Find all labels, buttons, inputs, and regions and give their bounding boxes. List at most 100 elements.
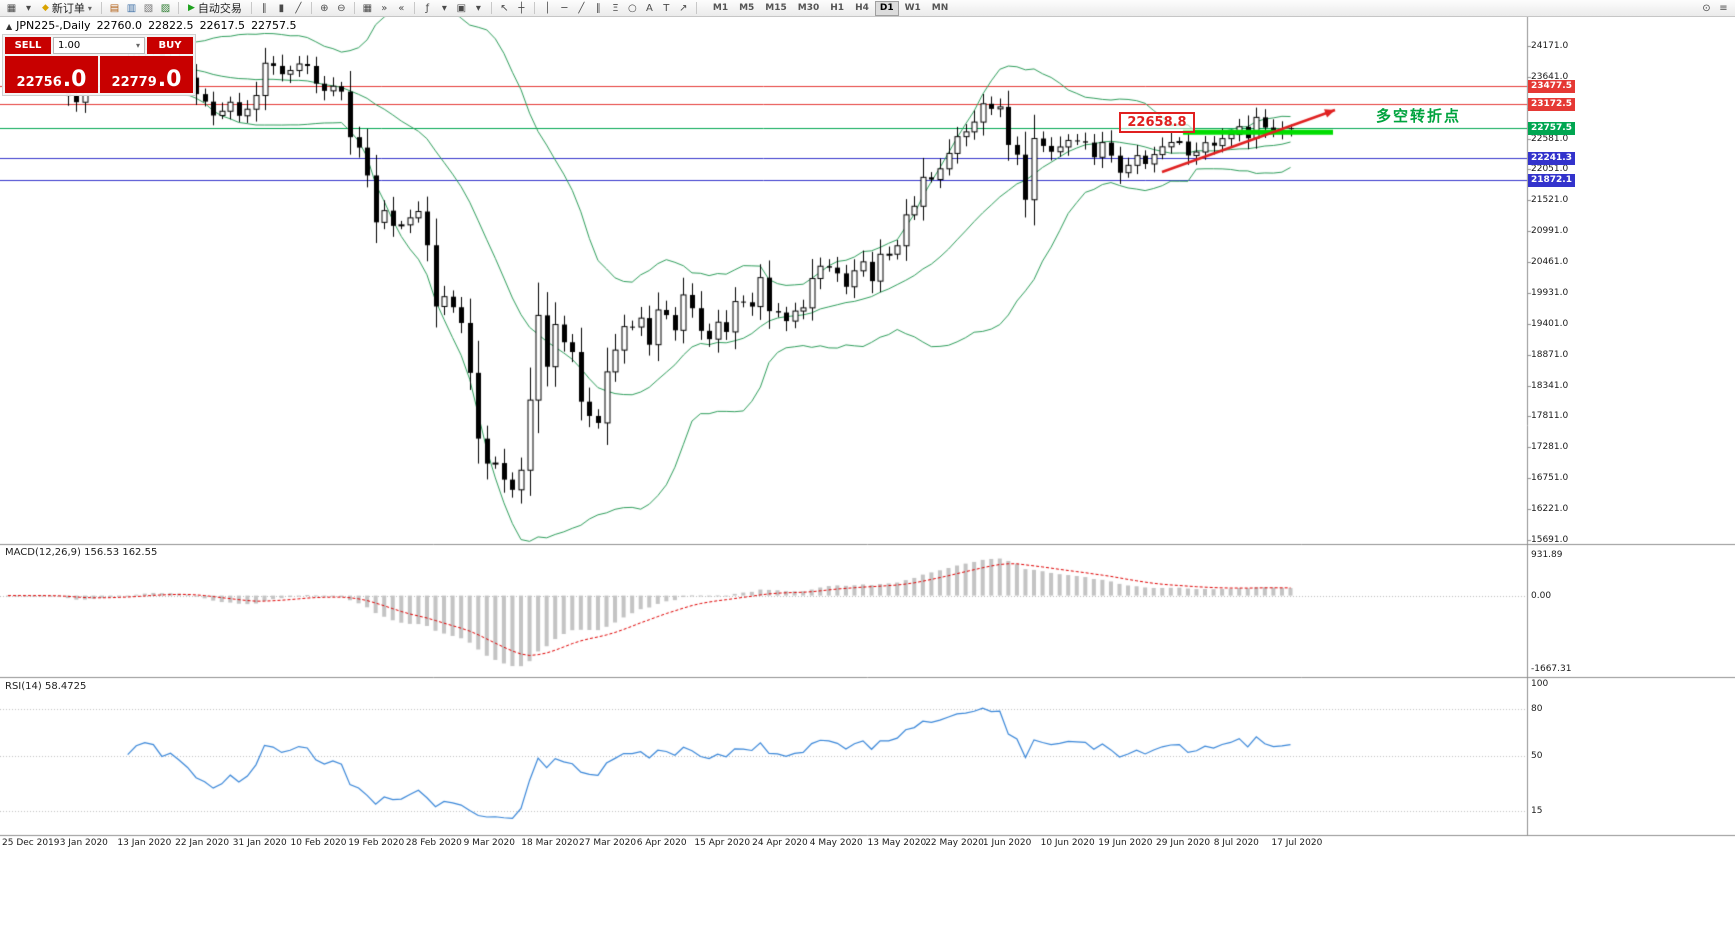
new-order-button[interactable]: ◆ 新订单 ▾ xyxy=(38,1,96,16)
time-axis-label: 6 Apr 2020 xyxy=(636,838,687,848)
equidistant-channel-icon[interactable]: ∥ xyxy=(595,2,601,14)
text-label-icon[interactable]: T xyxy=(663,2,670,14)
toolbar-separator xyxy=(533,2,535,14)
rsi-header: RSI(14) 58.4725 xyxy=(5,681,86,693)
macd-main-value: 156.53 xyxy=(84,547,120,558)
zoom-out-icon[interactable]: ⊖ xyxy=(337,2,346,14)
timeframe-m30[interactable]: M30 xyxy=(797,2,820,13)
price-axis-label: 17281.0 xyxy=(1531,442,1569,452)
buy-price-main: 22779 xyxy=(111,74,157,90)
chart-shift-icon[interactable]: « xyxy=(398,2,405,14)
price-axis-label: 16221.0 xyxy=(1531,504,1569,514)
zoom-in-icon[interactable]: ⊕ xyxy=(320,2,329,14)
time-axis-label: 13 Jan 2020 xyxy=(117,838,172,848)
time-axis-label: 3 Jan 2020 xyxy=(59,838,108,848)
indicators-dropdown-icon[interactable]: ▾ xyxy=(441,2,447,14)
cursor-icon[interactable]: ↖ xyxy=(500,2,509,14)
time-axis-label: 24 Apr 2020 xyxy=(752,838,808,848)
volume-dropdown-icon[interactable]: ▾ xyxy=(135,41,140,50)
price-axis-label: 22051.0 xyxy=(1531,164,1569,174)
vertical-line-icon[interactable]: │ xyxy=(544,2,551,14)
buy-price-button[interactable]: 22779 .0 xyxy=(100,56,193,93)
timeframe-toolbar: M1 M5 M15 M30 H1 H4 D1 W1 MN xyxy=(708,0,953,16)
trendline-icon[interactable]: ╱ xyxy=(578,2,585,14)
volume-input[interactable]: 1.00 ▾ xyxy=(53,37,145,54)
timeframe-h4[interactable]: H4 xyxy=(855,2,869,13)
sell-label-button[interactable]: SELL xyxy=(5,37,51,54)
toolbar: ▦ ▾ ◆ 新订单 ▾ ▤ ▥ ▧ ▨ ▶ 自动交易 ∥ ▮ ╱ ⊕ ⊖ ▦ » « ƒ ▾ ▣ ▾ ↖ ┼ │ ─ ╱… xyxy=(0,0,1735,17)
auto-trading-label: 自动交易 xyxy=(197,1,242,15)
profiles-icon[interactable]: ▾ xyxy=(25,2,32,14)
toolbar-mid-group: ▤ ▥ ▧ ▨ xyxy=(98,2,182,15)
zoom-tool-icon[interactable]: ⊙ xyxy=(1702,2,1711,14)
shapes-icon[interactable]: ○ xyxy=(627,2,637,14)
navigator-icon[interactable]: ▧ xyxy=(143,2,154,14)
one-click-collapse-icon[interactable]: ▲ xyxy=(6,22,13,31)
timeframe-w1[interactable]: W1 xyxy=(904,2,921,13)
low-value: 22617.5 xyxy=(199,19,246,32)
timeframe-mn[interactable]: MN xyxy=(931,2,949,13)
auto-scroll-icon[interactable]: » xyxy=(381,2,388,14)
price-axis-label: 19931.0 xyxy=(1531,288,1569,298)
time-axis-label: 19 Feb 2020 xyxy=(348,838,405,848)
price-level-annotation[interactable]: 22658.8 xyxy=(1119,112,1195,133)
text-icon[interactable]: A xyxy=(645,2,653,14)
price-axis-label: 20461.0 xyxy=(1531,257,1569,267)
timeframe-m1[interactable]: M1 xyxy=(712,2,729,13)
timeframe-h1[interactable]: H1 xyxy=(830,2,845,13)
fibonacci-icon[interactable]: Ξ xyxy=(612,2,619,14)
price-axis-label: 15691.0 xyxy=(1531,535,1569,545)
price-axis-badge: 23172.5 xyxy=(1528,98,1575,111)
time-axis-label: 10 Feb 2020 xyxy=(290,838,347,848)
rsi-axis-label: 100 xyxy=(1531,679,1549,689)
sell-price-button[interactable]: 22756 .0 xyxy=(5,56,98,93)
price-axis-label: 19401.0 xyxy=(1531,319,1569,329)
candlestick-chart-icon[interactable]: ▮ xyxy=(278,2,285,14)
new-order-label: 新订单 xyxy=(51,1,85,15)
toolbar-separator xyxy=(250,2,252,14)
line-chart-icon[interactable]: ╱ xyxy=(295,2,302,14)
timeframe-m15[interactable]: M15 xyxy=(765,2,787,13)
price-axis-label: 17811.0 xyxy=(1531,411,1569,421)
templates-icon[interactable]: ▣ xyxy=(456,2,467,14)
new-chart-icon[interactable]: ▦ xyxy=(6,2,17,14)
time-axis-label: 31 Jan 2020 xyxy=(232,838,287,848)
market-watch-icon[interactable]: ▤ xyxy=(109,2,120,14)
price-axis-badge: 21872.1 xyxy=(1528,174,1575,187)
crosshair-icon[interactable]: ┼ xyxy=(518,2,525,14)
turning-point-annotation[interactable]: 多空转折点 xyxy=(1376,107,1462,125)
macd-axis-label: -1667.31 xyxy=(1531,664,1572,674)
toolbar-separator xyxy=(310,2,312,14)
arrow-objects-icon[interactable]: ↗ xyxy=(679,2,688,14)
time-axis-label: 1 Jun 2020 xyxy=(982,838,1032,848)
one-click-trading-panel: SELL 1.00 ▾ BUY 22756 .0 22779 .0 xyxy=(2,34,196,96)
time-axis-label: 22 May 2020 xyxy=(925,838,984,848)
auto-trading-button[interactable]: ▶ 自动交易 xyxy=(184,1,246,16)
buy-label-button[interactable]: BUY xyxy=(147,37,193,54)
rsi-axis-label: 50 xyxy=(1531,751,1543,761)
macd-header: MACD(12,26,9) 156.53 162.55 xyxy=(5,547,157,559)
volume-value: 1.00 xyxy=(58,40,81,51)
close-value: 22757.5 xyxy=(251,19,297,32)
indicators-icon[interactable]: ƒ xyxy=(425,2,430,14)
macd-axis-label: 931.89 xyxy=(1531,550,1563,560)
price-axis-label: 23641.0 xyxy=(1531,72,1569,82)
timeframe-d1[interactable]: D1 xyxy=(874,0,899,16)
templates-dropdown-icon[interactable]: ▾ xyxy=(475,2,481,14)
time-axis-label: 22 Jan 2020 xyxy=(175,838,230,848)
toolbar-separator xyxy=(353,2,355,14)
settings-icon[interactable]: ≡ xyxy=(1719,2,1728,14)
buy-price-frac: .0 xyxy=(157,67,182,93)
timeframe-m5[interactable]: M5 xyxy=(739,2,755,13)
chevron-down-icon: ▾ xyxy=(87,3,92,13)
toolbar-separator xyxy=(413,2,415,14)
horizontal-line-icon[interactable]: ─ xyxy=(561,2,568,14)
tile-windows-icon[interactable]: ▦ xyxy=(362,2,373,14)
data-window-icon[interactable]: ▥ xyxy=(126,2,137,14)
price-axis-badge: 23477.5 xyxy=(1528,80,1575,93)
toolbar-separator xyxy=(695,2,697,14)
bar-chart-icon[interactable]: ∥ xyxy=(261,2,267,14)
terminal-icon[interactable]: ▨ xyxy=(160,2,171,14)
